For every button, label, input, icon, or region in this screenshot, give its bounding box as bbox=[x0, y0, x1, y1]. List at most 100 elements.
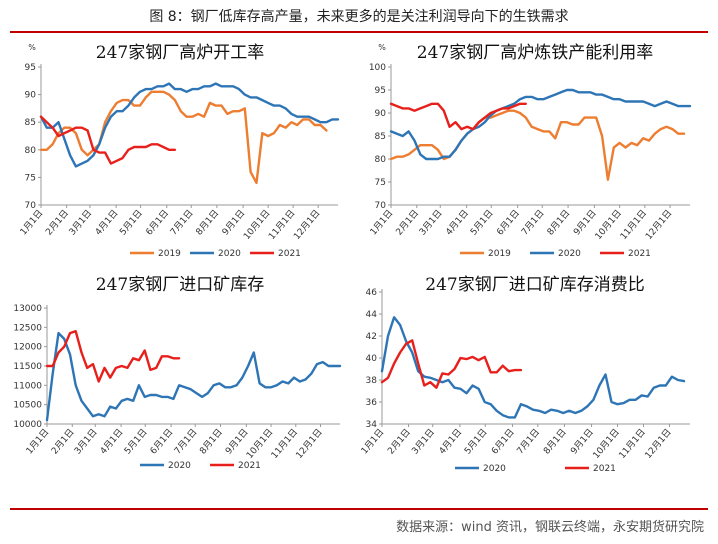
legend-label-2020: 2020 bbox=[218, 249, 241, 259]
x-tick-label-12-1-: 12月1日 bbox=[294, 427, 325, 461]
bottom-rule bbox=[10, 508, 708, 510]
source-note: 数据来源：wind 资讯，钢联云终端，永安期货研究院 bbox=[396, 520, 704, 535]
y-unit-label: % bbox=[28, 43, 36, 52]
x-tick-label-3-1-: 3月1日 bbox=[417, 208, 444, 238]
x-tick-label-1-1-: 1月1日 bbox=[368, 208, 395, 238]
x-tick-label-1-1-: 1月1日 bbox=[18, 208, 45, 238]
legend-label-2019: 2019 bbox=[488, 249, 511, 259]
series-line-2020 bbox=[389, 88, 692, 161]
y-tick-label-36: 36 bbox=[366, 398, 378, 408]
y-tick-label-70: 70 bbox=[25, 201, 37, 211]
y-tick-label-95: 95 bbox=[25, 63, 36, 73]
x-tick-label-3-1-: 3月1日 bbox=[410, 427, 437, 457]
x-tick-label-3-1-: 3月1日 bbox=[72, 427, 99, 457]
series-line-2021 bbox=[39, 115, 177, 165]
chart-imported-ore-inventory: 247家钢厂进口矿库存 10000 10500 11000 11500 12000 1250… bbox=[13, 275, 342, 471]
x-tick-label-5-1-: 5月1日 bbox=[468, 208, 495, 238]
y-tick-label-46: 46 bbox=[366, 288, 378, 298]
legend-label-2021: 2021 bbox=[278, 249, 301, 259]
x-tick-label-2-1-: 2月1日 bbox=[44, 208, 71, 238]
y-tick-label-12500: 12500 bbox=[13, 323, 42, 333]
legend-label-2021: 2021 bbox=[238, 461, 261, 471]
series-line-2019 bbox=[389, 109, 686, 181]
y-tick-label-75: 75 bbox=[375, 178, 386, 188]
chart-iron-capacity-utilization: 247家钢厂高炉炼铁产能利用率% 70 75 80 85 90 95 100 1月1日 2月1日3… bbox=[368, 43, 692, 259]
y-tick-label-80: 80 bbox=[25, 146, 37, 156]
y-tick-label-12000: 12000 bbox=[13, 343, 42, 353]
x-tick-label-4-1-: 4月1日 bbox=[437, 427, 464, 457]
x-tick-label-8-1-: 8月1日 bbox=[194, 208, 221, 238]
x-tick-label-11-1-: 11月1日 bbox=[617, 427, 648, 461]
x-tick-label-2-1-: 2月1日 bbox=[49, 427, 76, 457]
x-tick-label-6-1-: 6月1日 bbox=[489, 427, 516, 457]
x-tick-label-1-1-: 1月1日 bbox=[359, 427, 386, 457]
x-tick-label-5-1-: 5月1日 bbox=[462, 427, 489, 457]
x-tick-label-1-1-: 1月1日 bbox=[24, 427, 51, 457]
y-tick-label-10000: 10000 bbox=[13, 420, 42, 430]
y-tick-label-95: 95 bbox=[375, 86, 386, 96]
x-tick-label-5-1-: 5月1日 bbox=[122, 427, 149, 457]
y-tick-label-40: 40 bbox=[366, 354, 378, 364]
x-tick-label-8-1-: 8月1日 bbox=[197, 427, 224, 457]
legend-label-2019: 2019 bbox=[158, 249, 181, 259]
y-tick-label-34: 34 bbox=[366, 420, 378, 430]
x-tick-label-8-1-: 8月1日 bbox=[541, 427, 568, 457]
y-tick-label-90: 90 bbox=[25, 91, 37, 101]
y-tick-label-44: 44 bbox=[366, 310, 378, 320]
x-tick-label-3-1-: 3月1日 bbox=[67, 208, 94, 238]
x-tick-label-6-1-: 6月1日 bbox=[144, 208, 171, 238]
y-tick-label-13000: 13000 bbox=[13, 304, 42, 314]
x-tick-label-8-1-: 8月1日 bbox=[545, 208, 572, 238]
x-tick-label-7-1-: 7月1日 bbox=[168, 208, 195, 238]
x-tick-label-6-1-: 6月1日 bbox=[148, 427, 175, 457]
y-tick-label-85: 85 bbox=[25, 118, 36, 128]
series-line-2021 bbox=[380, 339, 523, 389]
x-tick-label-5-1-: 5月1日 bbox=[118, 208, 145, 238]
chart-title: 247家钢厂进口矿库存 bbox=[96, 275, 264, 295]
y-tick-label-80: 80 bbox=[375, 155, 387, 165]
x-tick-label-12-1-: 12月1日 bbox=[643, 208, 674, 242]
series-line-2019 bbox=[39, 90, 328, 185]
y-tick-label-11500: 11500 bbox=[13, 362, 42, 372]
x-tick-label-7-1-: 7月1日 bbox=[172, 427, 199, 457]
series-line-2021 bbox=[389, 102, 527, 131]
y-tick-label-42: 42 bbox=[366, 332, 377, 342]
legend-label-2020: 2020 bbox=[558, 249, 581, 259]
x-tick-label-12-1-: 12月1日 bbox=[291, 208, 322, 242]
chart-title: 247家钢厂高炉开工率 bbox=[96, 43, 264, 63]
x-tick-label-9-1-: 9月1日 bbox=[569, 427, 596, 457]
figure-title: 图 8：钢厂低库存高产量，未来更多的是关注利润导向下的生铁需求 bbox=[149, 9, 569, 25]
x-tick-label-7-1-: 7月1日 bbox=[519, 208, 546, 238]
chart-ore-inventory-consumption-ratio: 247家钢厂进口矿库存消费比 34 36 38 40 42 44 46 1月1日 2月1日3月1日… bbox=[359, 275, 690, 474]
y-tick-label-75: 75 bbox=[25, 173, 36, 183]
x-tick-label-12-1-: 12月1日 bbox=[643, 427, 674, 461]
x-tick-label-2-1-: 2月1日 bbox=[386, 427, 413, 457]
y-tick-label-38: 38 bbox=[366, 376, 378, 386]
top-rule bbox=[10, 31, 708, 33]
legend-label-2021: 2021 bbox=[628, 249, 651, 259]
x-tick-label-6-1-: 6月1日 bbox=[495, 208, 522, 238]
y-tick-label-85: 85 bbox=[375, 132, 386, 142]
y-tick-label-10500: 10500 bbox=[13, 401, 42, 411]
chart-title: 247家钢厂进口矿库存消费比 bbox=[425, 275, 644, 295]
y-unit-label: % bbox=[378, 43, 386, 52]
legend-label-2020: 2020 bbox=[168, 461, 191, 471]
legend-label-2021: 2021 bbox=[593, 464, 616, 474]
y-tick-label-100: 100 bbox=[369, 63, 386, 73]
y-tick-label-11000: 11000 bbox=[13, 381, 42, 391]
x-tick-label-7-1-: 7月1日 bbox=[515, 427, 542, 457]
y-tick-label-70: 70 bbox=[375, 201, 387, 211]
x-tick-label-10-1-: 10月1日 bbox=[591, 427, 622, 461]
x-tick-label-4-1-: 4月1日 bbox=[98, 427, 125, 457]
series-line-2020 bbox=[380, 316, 686, 419]
legend-label-2020: 2020 bbox=[483, 464, 506, 474]
y-tick-label-90: 90 bbox=[375, 109, 387, 119]
x-tick-label-4-1-: 4月1日 bbox=[93, 208, 120, 238]
series-line-2021 bbox=[45, 330, 181, 383]
chart-title: 247家钢厂高炉炼铁产能利用率 bbox=[417, 43, 653, 63]
x-tick-label-2-1-: 2月1日 bbox=[394, 208, 421, 238]
series-line-2020 bbox=[39, 82, 340, 168]
series-line-2020 bbox=[45, 331, 342, 422]
x-tick-label-4-1-: 4月1日 bbox=[444, 208, 471, 238]
